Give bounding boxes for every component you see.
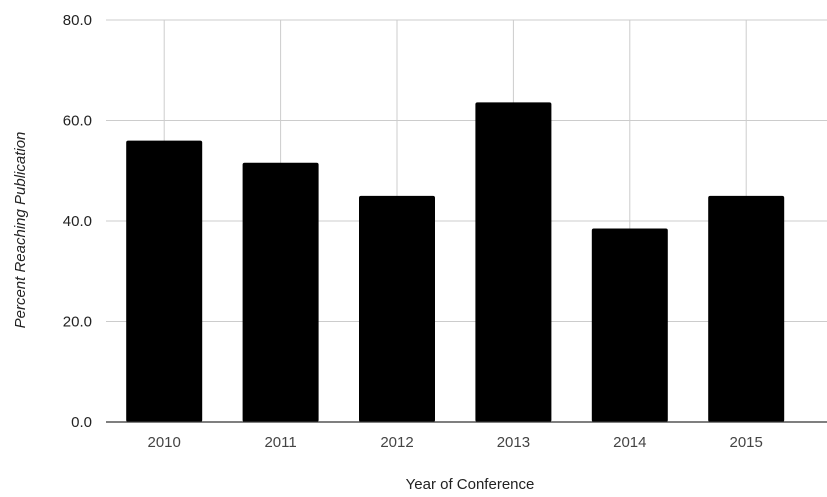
- y-tick-label: 40.0: [63, 213, 92, 230]
- bars: [126, 102, 785, 422]
- y-tick-label: 20.0: [63, 314, 92, 331]
- x-tick-label: 2014: [613, 434, 646, 451]
- y-tick-label: 80.0: [63, 12, 92, 29]
- bar-2013: [475, 102, 552, 422]
- y-tick-labels: 0.0 20.0 40.0 60.0 80.0: [63, 12, 92, 431]
- x-tick-label: 2015: [730, 434, 763, 451]
- bar-2012: [359, 195, 435, 422]
- bar-2015: [708, 195, 785, 422]
- bar-2014: [591, 228, 668, 422]
- bar-2011: [242, 162, 319, 422]
- y-tick-label: 60.0: [63, 113, 92, 130]
- x-tick-label: 2013: [497, 434, 530, 451]
- y-grid-lines: [106, 19, 827, 322]
- x-tick-label: 2011: [264, 434, 296, 451]
- y-tick-label: 0.0: [71, 414, 92, 431]
- x-axis-title: Year of Conference: [406, 476, 535, 493]
- x-tick-labels: 2010 2011 2012 2013 2014 2015: [148, 434, 763, 451]
- x-tick-label: 2010: [148, 434, 181, 451]
- bar-2010: [126, 140, 203, 422]
- y-axis-title: Percent Reaching Publication: [12, 132, 29, 329]
- x-tick-label: 2012: [380, 434, 413, 451]
